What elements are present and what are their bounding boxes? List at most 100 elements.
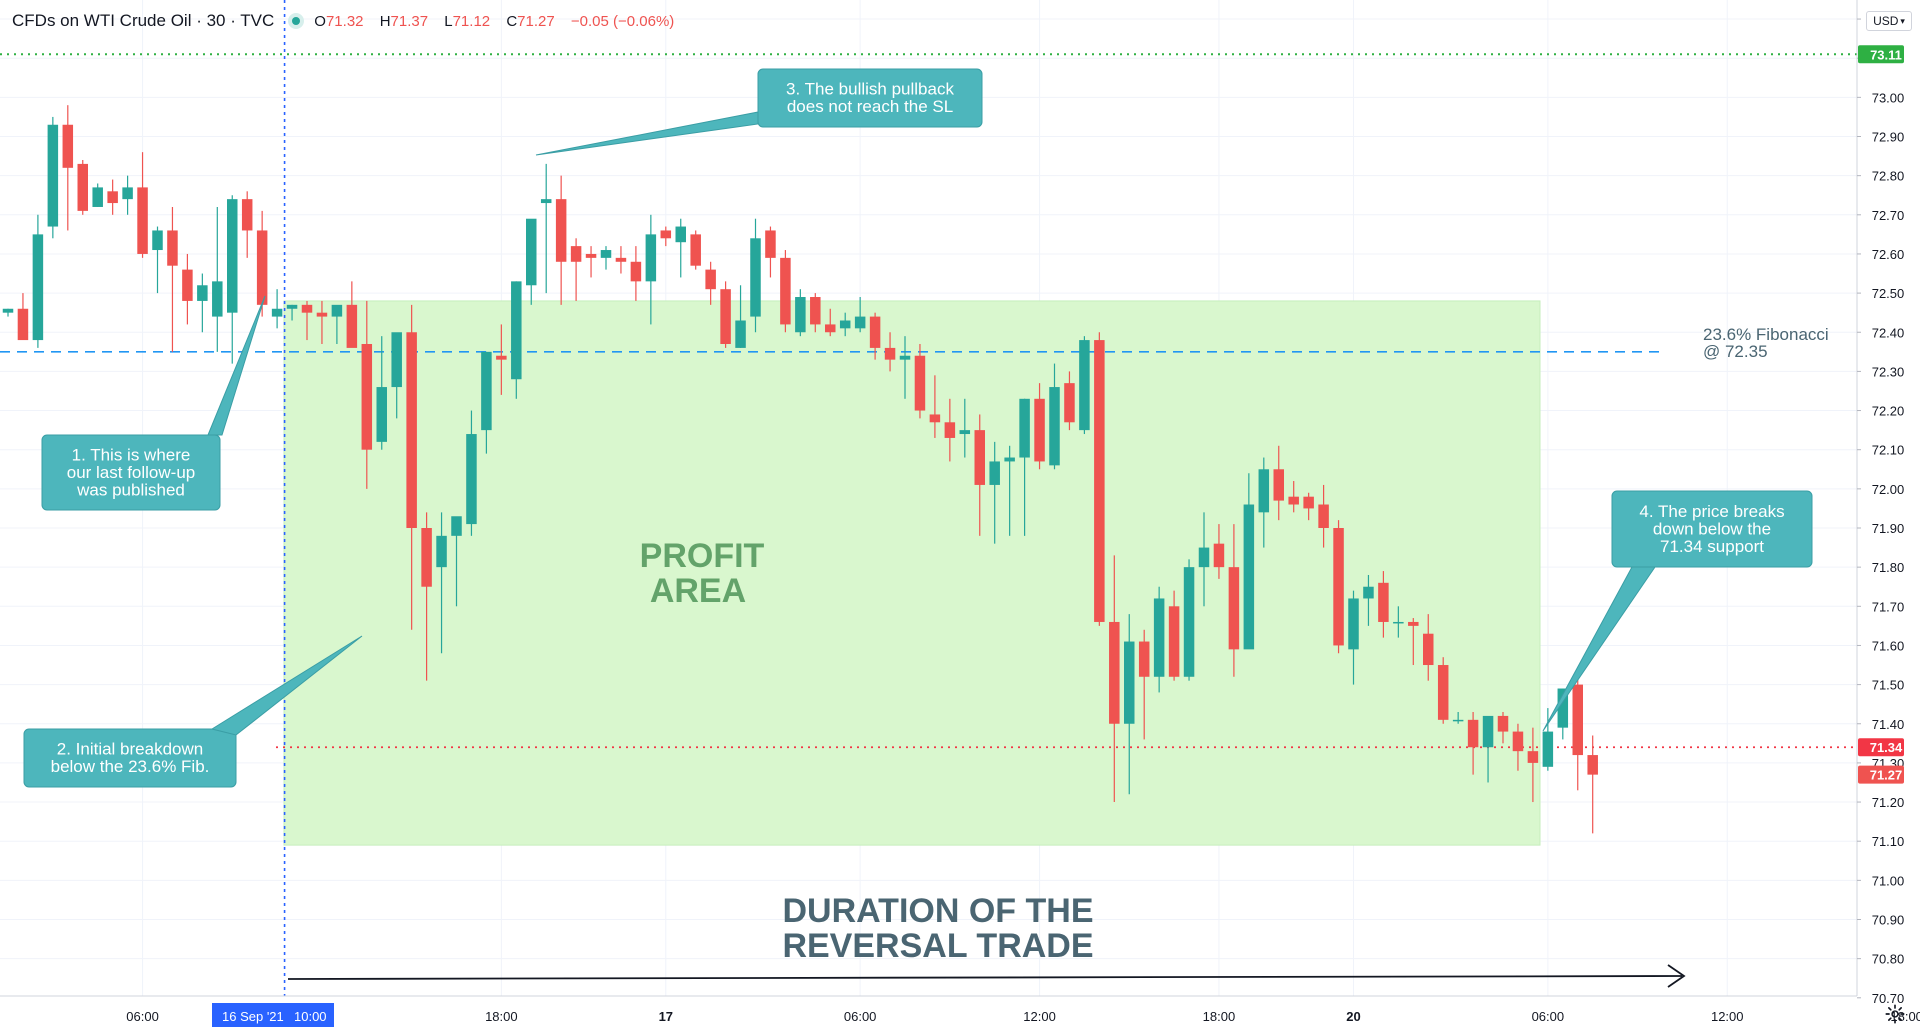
candle-body — [585, 253, 597, 258]
market-status-icon — [292, 17, 301, 25]
candle-body — [1527, 751, 1539, 763]
candle-body — [271, 308, 283, 317]
candle-body — [1228, 567, 1240, 650]
callout-text: our last follow-up — [67, 463, 196, 482]
price-tick-label: 72.00 — [1872, 482, 1905, 497]
callout-pointer — [1542, 566, 1656, 732]
callout-text: down below the — [1653, 519, 1771, 538]
time-tick-label: 17 — [659, 1009, 673, 1024]
candle-body — [1572, 684, 1583, 756]
time-tick-label: 12:00 — [1023, 1009, 1056, 1024]
profit-area-title: AREA — [650, 572, 746, 610]
candle-body — [795, 297, 806, 333]
price-tick-label: 72.90 — [1872, 130, 1905, 145]
callout-pointer — [207, 295, 266, 436]
callout-box — [1611, 490, 1813, 568]
candle-body — [1064, 383, 1075, 423]
duration-arrow — [287, 964, 1686, 988]
price-label-value: 71.34 — [1870, 740, 1903, 755]
candle-body — [1273, 469, 1284, 501]
price-tick-label: 71.50 — [1872, 678, 1905, 693]
price-tick-label: 72.20 — [1872, 404, 1905, 419]
price-tick-label: 71.60 — [1872, 638, 1905, 653]
candle-body — [212, 281, 223, 317]
price-tick-label: 70.90 — [1872, 913, 1905, 928]
candle-body — [107, 191, 118, 204]
time-tick-label: 18:00 — [485, 1009, 518, 1024]
candle-body — [1094, 340, 1105, 622]
candle-body — [1482, 715, 1494, 748]
time-tick-label: 06:00 — [126, 1009, 159, 1024]
gear-icon[interactable] — [1884, 1003, 1906, 1025]
candle-body — [1557, 688, 1569, 728]
time-tick-label: 20 — [1346, 1009, 1360, 1024]
price-tick-label: 72.50 — [1872, 286, 1905, 301]
duration-title: REVERSAL TRADE — [782, 927, 1093, 965]
price-tick-label: 71.20 — [1872, 795, 1905, 810]
time-tick-label: 06:00 — [1532, 1009, 1565, 1024]
callout-box — [757, 68, 983, 128]
candle-body — [1138, 641, 1150, 677]
candle-body — [122, 187, 133, 200]
symbol-title[interactable]: CFDs on WTI Crude Oil · 30 · TVC — [12, 11, 275, 30]
candle-body — [1213, 543, 1225, 568]
candle-body — [137, 187, 148, 254]
candle-body — [1258, 469, 1270, 513]
price-label-value: 73.11 — [1870, 47, 1902, 62]
candle-body — [1288, 496, 1299, 505]
candle-body — [17, 308, 29, 341]
price-tick-label: 72.30 — [1872, 364, 1905, 379]
callout-text: 71.34 support — [1660, 537, 1764, 556]
price-tick-label: 70.70 — [1872, 991, 1905, 1006]
price-tick-label: 72.60 — [1872, 247, 1905, 262]
candle-body — [316, 312, 328, 317]
callout-box — [41, 434, 221, 511]
currency-button[interactable]: USD ▾ — [1866, 11, 1912, 31]
candle-body — [645, 234, 657, 282]
candle-body — [1109, 621, 1120, 724]
candle-body — [929, 414, 941, 423]
profit-area — [283, 300, 1541, 846]
candle-body — [496, 355, 507, 360]
candle-body — [750, 238, 761, 317]
price-axis-background — [1857, 0, 1920, 1033]
candle-body — [2, 308, 14, 313]
candle-body — [1019, 398, 1030, 458]
candle-body — [1512, 731, 1524, 752]
candle-body — [1467, 719, 1479, 748]
candle-body — [227, 199, 238, 313]
candle-body — [1378, 582, 1389, 622]
candle-body — [1318, 504, 1329, 528]
candle-body — [331, 304, 343, 317]
callout-text: does not reach the SL — [787, 97, 953, 116]
low-value: 71.12 — [452, 12, 491, 30]
time-highlight-badge — [212, 1003, 334, 1027]
callout-text: 2. Initial breakdown — [57, 740, 203, 759]
duration-title: DURATION OF THE — [782, 892, 1093, 930]
candle-body — [376, 387, 387, 442]
price-tick-label: 71.70 — [1872, 599, 1905, 614]
price-tick-label: 72.10 — [1872, 443, 1905, 458]
candle-body — [1034, 398, 1045, 462]
candle-body — [555, 199, 567, 262]
symbol-header: CFDs on WTI Crude Oil · 30 · TVC O71.32 … — [12, 10, 680, 32]
candle-body — [735, 320, 746, 348]
callout-text: 1. This is where — [72, 445, 191, 464]
price-axis[interactable]: 70.7070.8070.9071.0071.1071.2071.3071.40… — [1856, 0, 1920, 1033]
candle-body — [720, 289, 731, 344]
ohlc-values: O71.32 H71.37 L71.12 C71.27 −0.05 (−0.06… — [314, 12, 675, 30]
fibonacci-label: @ 72.35 — [1703, 342, 1768, 361]
profit-area-title: PROFIT — [640, 537, 765, 575]
candle-body — [167, 230, 178, 266]
candle-body — [92, 187, 103, 207]
time-axis[interactable]: 06:00 18:00 17 06:00 12:00 18:00 20 06:00 12:00 1… — [0, 995, 1920, 1033]
price-label-badge — [1858, 45, 1904, 64]
callout-box — [23, 728, 237, 788]
candle-body — [540, 199, 552, 204]
time-highlight-date: 16 Sep '21 — [222, 1009, 284, 1024]
price-tick-label: 72.80 — [1872, 169, 1905, 184]
